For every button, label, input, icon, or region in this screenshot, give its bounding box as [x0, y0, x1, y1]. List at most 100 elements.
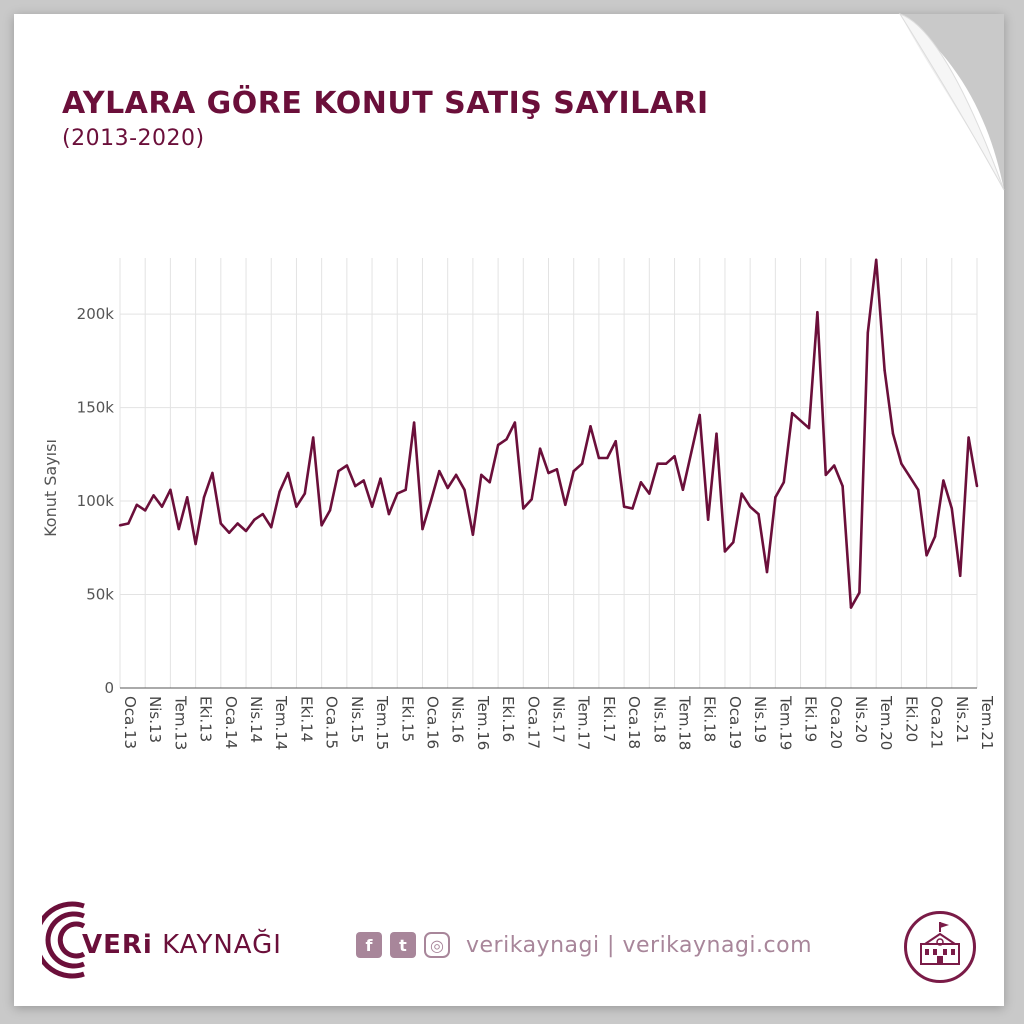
x-tick-label: Tem.14 — [272, 695, 290, 750]
data-point — [564, 503, 567, 506]
data-point — [412, 421, 416, 424]
y-axis-label: Konut Sayısı — [41, 439, 60, 537]
data-point — [505, 438, 508, 441]
y-tick-label: 100k — [77, 492, 115, 510]
data-point — [270, 526, 273, 529]
data-point — [681, 488, 685, 492]
facebook-icon[interactable]: f — [356, 932, 382, 958]
data-point — [236, 522, 239, 525]
x-tick-label: Oca.21 — [928, 696, 946, 749]
data-point — [370, 505, 374, 508]
x-tick-label: Oca.18 — [625, 696, 643, 749]
data-point — [320, 524, 323, 527]
data-point — [194, 542, 197, 546]
data-point — [925, 554, 928, 557]
x-tick-label: Oca.20 — [827, 696, 845, 749]
data-point — [211, 471, 214, 475]
data-point — [379, 477, 382, 480]
x-tick-label: Nis.19 — [751, 696, 769, 743]
data-point — [177, 527, 181, 531]
data-point — [404, 488, 407, 492]
data-point — [438, 469, 441, 473]
data-point — [471, 533, 475, 536]
data-point — [421, 527, 424, 531]
data-point — [942, 479, 945, 482]
x-tick-label: Eki.15 — [398, 696, 416, 742]
x-tick-label: Eki.20 — [902, 696, 920, 742]
data-point — [127, 522, 130, 525]
data-point — [690, 451, 693, 454]
data-point — [261, 512, 265, 516]
x-tick-label: Eki.18 — [701, 696, 719, 742]
data-point — [337, 469, 340, 473]
data-point — [874, 258, 878, 262]
data-point — [790, 411, 794, 415]
x-tick-label: Eki.13 — [197, 696, 215, 742]
data-point — [480, 473, 483, 477]
data-point — [547, 471, 550, 475]
data-point — [648, 492, 651, 495]
x-tick-label: Nis.21 — [953, 696, 971, 743]
data-point — [244, 529, 248, 533]
x-tick-label: Tem.20 — [877, 695, 895, 750]
instagram-icon[interactable]: ◎ — [424, 932, 450, 958]
data-point — [538, 447, 542, 450]
data-point — [866, 331, 869, 334]
data-point — [228, 531, 231, 535]
paper-card — [14, 14, 1004, 1006]
data-point — [488, 481, 491, 484]
x-tick-label: Nis.15 — [348, 696, 366, 743]
data-point — [278, 490, 281, 493]
brand-name: VERi KAYNAĞI — [82, 930, 282, 960]
x-tick-label: Eki.17 — [600, 696, 618, 742]
data-point — [522, 507, 525, 510]
data-point — [639, 481, 643, 484]
data-point — [698, 413, 701, 417]
x-tick-label: Nis.13 — [146, 696, 164, 743]
data-point — [345, 464, 349, 467]
data-point — [824, 473, 827, 477]
data-point — [631, 507, 634, 510]
data-point — [160, 505, 164, 508]
brand-rest: KAYNAĞI — [152, 930, 282, 960]
data-point — [135, 503, 139, 506]
data-point — [765, 570, 769, 574]
data-point — [757, 512, 760, 516]
data-point — [454, 473, 458, 477]
data-point — [900, 462, 903, 465]
data-point — [883, 368, 886, 372]
school-building-icon — [904, 911, 976, 983]
x-tick-label: Tem.15 — [373, 695, 391, 750]
data-point — [723, 550, 727, 553]
data-point — [362, 479, 365, 482]
data-point — [799, 419, 802, 422]
twitter-icon[interactable]: t — [390, 932, 416, 958]
x-tick-label: Tem.16 — [474, 695, 492, 750]
x-tick-label: Oca.15 — [323, 696, 341, 749]
data-point — [958, 574, 962, 578]
data-point — [580, 462, 584, 465]
data-point — [782, 481, 785, 484]
x-tick-label: Oca.14 — [222, 696, 240, 749]
x-tick-label: Nis.14 — [247, 696, 265, 743]
data-point — [446, 486, 449, 490]
data-point — [673, 454, 676, 458]
data-point — [396, 492, 399, 495]
social-links: f t ◎ verikaynagi | verikaynagi.com — [356, 932, 812, 958]
data-point — [622, 505, 626, 508]
data-point — [748, 505, 752, 508]
data-point — [144, 509, 147, 512]
data-point — [774, 496, 777, 499]
x-tick-label: Nis.18 — [650, 696, 668, 743]
brand-bold: VERi — [82, 930, 153, 960]
data-point — [286, 471, 290, 475]
data-point — [152, 494, 155, 497]
data-point — [328, 509, 332, 512]
data-point — [664, 462, 668, 465]
chart-subtitle: (2013-2020) — [62, 126, 205, 151]
x-tick-label: Oca.16 — [423, 696, 441, 749]
x-tick-label: Eki.14 — [297, 696, 315, 742]
data-point — [933, 535, 937, 538]
data-point — [219, 522, 223, 525]
